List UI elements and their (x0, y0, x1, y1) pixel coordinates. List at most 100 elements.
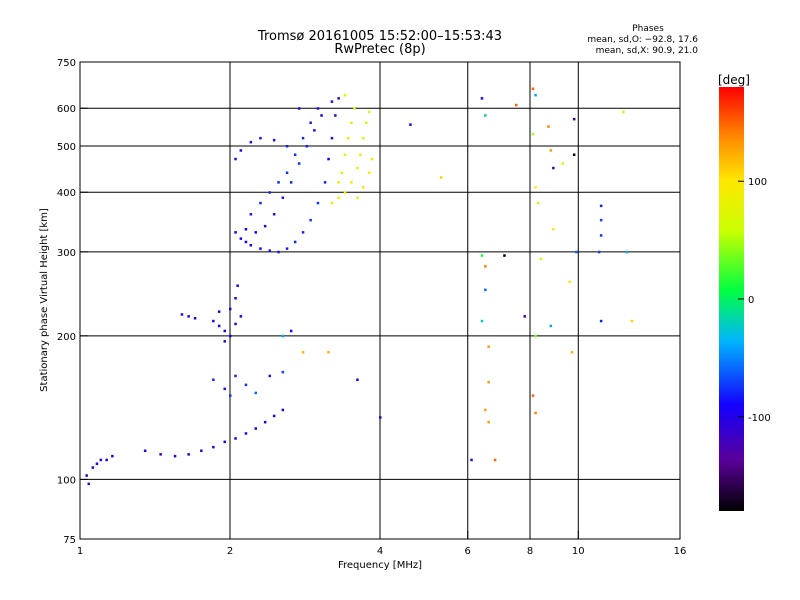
data-point (301, 351, 305, 354)
data-point (484, 114, 487, 117)
data-point (239, 237, 243, 240)
data-point (330, 100, 334, 103)
chart-subtitle: RwPretec (8p) (334, 42, 425, 57)
data-point (268, 249, 271, 252)
data-point (289, 181, 293, 184)
data-point (367, 110, 371, 114)
data-point (561, 162, 565, 165)
data-point (254, 231, 257, 234)
data-point (244, 432, 248, 435)
colorbar-label: [deg] (718, 73, 750, 87)
data-point (244, 240, 248, 244)
data-point (87, 482, 90, 486)
data-point (549, 324, 553, 328)
data-point (356, 378, 359, 381)
data-point (249, 244, 253, 247)
data-point (234, 374, 237, 378)
colorbar-tick-label: 0 (748, 295, 754, 306)
data-point (95, 462, 99, 465)
data-point (330, 136, 334, 140)
data-point (350, 121, 353, 124)
data-point (534, 334, 537, 338)
data-point (534, 93, 537, 97)
x-tick-label: 4 (377, 546, 383, 557)
data-point (480, 97, 484, 100)
data-point (484, 408, 487, 412)
stats-o-line: mean, sd,O: −92.8, 17.6 (587, 35, 698, 45)
data-point (309, 218, 312, 222)
data-point (297, 162, 301, 165)
data-point (347, 136, 350, 140)
data-point (277, 181, 280, 184)
data-point (223, 387, 226, 391)
data-point (111, 454, 114, 458)
data-point (212, 378, 215, 381)
data-point (316, 107, 320, 110)
data-point (173, 454, 177, 458)
data-point (359, 153, 362, 156)
grid-lines (80, 62, 680, 539)
data-point (487, 345, 490, 348)
data-point (212, 319, 215, 323)
data-point (223, 329, 226, 333)
data-point (599, 319, 603, 323)
data-point (285, 247, 289, 250)
data-point (223, 440, 226, 444)
data-point (484, 265, 487, 268)
data-point (217, 324, 221, 328)
data-point (365, 121, 368, 124)
data-point (223, 340, 226, 343)
data-point (309, 121, 312, 124)
data-point (281, 334, 285, 338)
data-point (343, 153, 347, 156)
data-point (193, 317, 197, 320)
y-axis-label: Stationary phase Virtual Height [km] (39, 208, 50, 392)
data-point (549, 149, 553, 152)
data-point (105, 458, 108, 462)
data-point (281, 196, 285, 199)
data-point (337, 196, 340, 199)
data-point (370, 157, 374, 161)
data-point (323, 181, 327, 184)
data-point (356, 166, 359, 170)
data-point (547, 125, 550, 128)
data-point (212, 445, 215, 449)
y-tick-label: 500 (57, 142, 76, 153)
axis-ticks: 1 2 4 6 8 10 16 75 100 200 300 400 500 600 750 (57, 58, 686, 557)
data-point (234, 157, 237, 161)
data-point (599, 204, 603, 208)
data-point (217, 310, 221, 313)
data-point (268, 191, 271, 194)
data-point (534, 186, 537, 189)
data-point (334, 114, 337, 117)
data-point (268, 374, 271, 378)
data-point (552, 228, 555, 231)
data-point (523, 315, 526, 318)
data-point (531, 87, 535, 90)
data-point (254, 427, 257, 430)
data-point (244, 228, 248, 231)
x-tick-label: 1 (77, 546, 83, 557)
data-point (313, 129, 316, 132)
data-point (277, 250, 280, 254)
data-point (229, 307, 232, 311)
stats-header: Phases (632, 24, 664, 34)
data-point (534, 411, 537, 415)
data-point (259, 201, 262, 205)
data-point (263, 420, 267, 424)
data-point (180, 313, 184, 316)
data-point (537, 201, 540, 205)
data-point (625, 250, 629, 254)
data-point (575, 250, 578, 254)
data-point (263, 224, 267, 228)
data-point (272, 414, 276, 418)
data-point (259, 136, 262, 140)
data-point (597, 250, 601, 254)
data-point (622, 110, 625, 114)
stats-x-line: mean, sd,X: 90.9, 21.0 (596, 46, 699, 56)
data-point (293, 153, 297, 156)
colorbar-tick-label: 100 (748, 177, 767, 188)
data-point (362, 186, 365, 189)
data-point (340, 171, 344, 174)
